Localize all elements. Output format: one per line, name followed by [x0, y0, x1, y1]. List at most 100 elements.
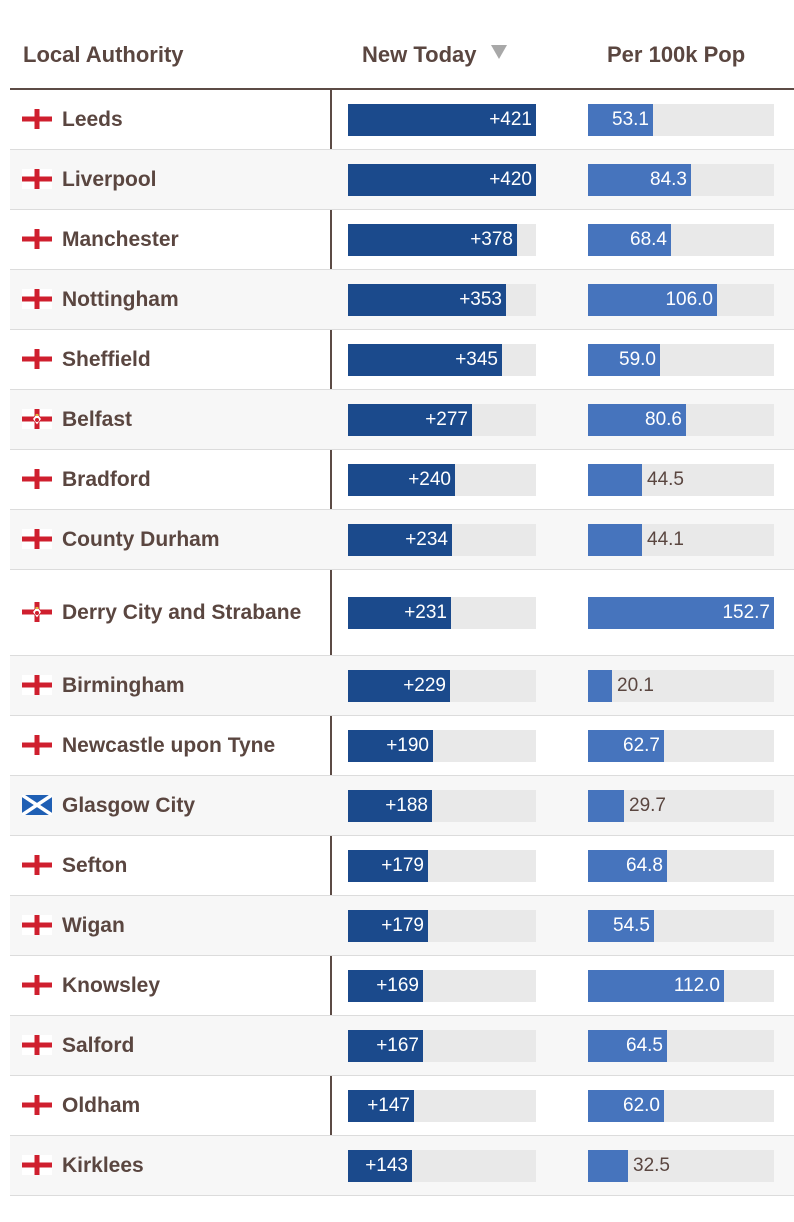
england-flag-icon [22, 528, 52, 549]
local-authority-cell: Bradford [22, 450, 322, 509]
new-today-track: +179 [348, 909, 536, 942]
sort-descending-icon[interactable] [490, 45, 507, 59]
new-today-value: +420 [489, 168, 532, 190]
per-100k-track: 53.1 [588, 103, 774, 136]
column-header-local-authority[interactable]: Local Authority [23, 42, 184, 67]
table-row-manchester: Manchester +378 68.4 [10, 210, 794, 270]
per-100k-track: 68.4 [588, 223, 774, 256]
local-authority-label: Knowsley [62, 973, 161, 997]
per-100k-bar [588, 403, 686, 436]
per-100k-track: 64.5 [588, 1029, 774, 1062]
england-flag-icon [22, 468, 52, 489]
new-today-bar [348, 463, 455, 496]
new-today-bar [348, 223, 517, 256]
per-100k-track: 80.6 [588, 403, 774, 436]
local-authority-label: Liverpool [62, 167, 157, 191]
per-100k-value: 68.4 [630, 228, 667, 250]
local-authority-name: Glasgow City [21, 793, 196, 819]
new-today-bar [348, 909, 428, 942]
cases-table: Local Authority New Today Per 100k Pop L… [10, 22, 794, 1196]
new-today-bar [348, 1149, 412, 1182]
local-authority-label: Sefton [62, 853, 128, 877]
local-authority-label: Wigan [62, 913, 125, 937]
england-flag-icon [22, 674, 52, 695]
new-today-bar [348, 1089, 414, 1122]
local-authority-name: Leeds [22, 107, 123, 133]
per-100k-bar [588, 463, 642, 496]
local-authority-cell: Birmingham [22, 656, 322, 715]
local-authority-cell: Derry City and Strabane [22, 570, 322, 655]
england-flag-icon [22, 1034, 52, 1055]
column-header-per-100k-pop[interactable]: Per 100k Pop [607, 42, 746, 67]
local-authority-cell: Salford [22, 1016, 322, 1075]
new-today-track: +345 [348, 343, 536, 376]
local-authority-cell: Manchester [22, 210, 322, 269]
column-divider [330, 88, 332, 1194]
new-today-value: +169 [376, 974, 419, 996]
new-today-value: +378 [470, 228, 513, 250]
table-row-birmingham: Birmingham +229 20.1 [10, 656, 794, 716]
new-today-bar [348, 343, 502, 376]
per-100k-bar [588, 103, 653, 136]
local-authority-name: Wigan [22, 913, 125, 939]
local-authority-label: County Durham [62, 527, 220, 551]
new-today-value: +147 [367, 1094, 410, 1116]
table-row-sheffield: Sheffield +345 59.0 [10, 330, 794, 390]
new-today-track: +147 [348, 1089, 536, 1122]
per-100k-value: 64.5 [626, 1034, 663, 1056]
local-authority-cell: Nottingham [22, 270, 322, 329]
new-today-value: +234 [405, 528, 448, 550]
per-100k-bar [588, 789, 624, 822]
local-authority-name: Sefton [22, 853, 127, 879]
new-today-value: +190 [386, 734, 429, 756]
local-authority-name: Derry City and Strabane [22, 600, 301, 626]
per-100k-track: 32.5 [588, 1149, 774, 1182]
local-authority-name: Sheffield [22, 347, 151, 373]
new-today-bar [348, 969, 423, 1002]
new-today-bar [348, 789, 432, 822]
new-today-value: +179 [381, 854, 424, 876]
per-100k-value: 44.5 [647, 468, 684, 490]
local-authority-name: Birmingham [22, 673, 185, 699]
per-100k-bar [588, 1029, 667, 1062]
per-100k-track: 62.0 [588, 1089, 774, 1122]
per-100k-track: 106.0 [588, 283, 774, 316]
per-100k-value: 84.3 [650, 168, 687, 190]
local-authority-label: Bradford [62, 467, 151, 491]
england-flag-icon [22, 108, 52, 129]
per-100k-value: 20.1 [617, 674, 654, 696]
new-today-bar [348, 103, 536, 136]
table-row-bradford: Bradford +240 44.5 [10, 450, 794, 510]
table-row-wigan: Wigan +179 54.5 [10, 896, 794, 956]
per-100k-bar [588, 1089, 664, 1122]
local-authority-cell: Knowsley [22, 956, 322, 1015]
new-today-track: +353 [348, 283, 536, 316]
local-authority-name: County Durham [22, 527, 220, 553]
new-today-track: +421 [348, 103, 536, 136]
local-authority-cell: Leeds [22, 90, 322, 149]
per-100k-value: 59.0 [619, 348, 656, 370]
per-100k-track: 54.5 [588, 909, 774, 942]
per-100k-track: 112.0 [588, 969, 774, 1002]
new-today-value: +240 [408, 468, 451, 490]
local-authority-label: Glasgow City [62, 793, 196, 817]
local-authority-cell: County Durham [22, 510, 322, 569]
table-row-newcastle-upon-tyne: Newcastle upon Tyne +190 62.7 [10, 716, 794, 776]
table-body: Leeds +421 53.1 Liverpool +420 84.3 Manchester… [10, 90, 794, 1196]
new-today-value: +229 [403, 674, 446, 696]
local-authority-name: Liverpool [22, 167, 157, 193]
per-100k-bar [588, 596, 774, 629]
per-100k-value: 44.1 [647, 528, 684, 550]
per-100k-value: 152.7 [722, 601, 770, 623]
local-authority-cell: Wigan [22, 896, 322, 955]
per-100k-bar [588, 223, 671, 256]
per-100k-bar [588, 1149, 628, 1182]
northern-ireland-flag-icon [22, 601, 52, 622]
local-authority-name: Belfast [22, 407, 132, 433]
local-authority-label: Oldham [62, 1093, 141, 1117]
england-flag-icon [22, 168, 52, 189]
table-row-knowsley: Knowsley +169 112.0 [10, 956, 794, 1016]
column-header-new-today[interactable]: New Today [362, 42, 507, 68]
table-row-leeds: Leeds +421 53.1 [10, 90, 794, 150]
local-authority-label: Birmingham [62, 673, 185, 697]
